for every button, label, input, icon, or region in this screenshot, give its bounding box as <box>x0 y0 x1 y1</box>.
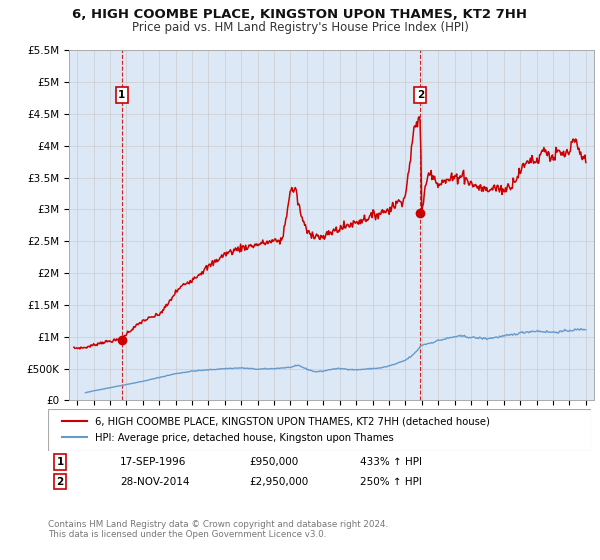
Text: 28-NOV-2014: 28-NOV-2014 <box>120 477 190 487</box>
Text: £2,950,000: £2,950,000 <box>249 477 308 487</box>
FancyBboxPatch shape <box>48 409 591 451</box>
Text: 1: 1 <box>56 457 64 467</box>
Text: 17-SEP-1996: 17-SEP-1996 <box>120 457 187 467</box>
Text: 2: 2 <box>416 90 424 100</box>
Text: Contains HM Land Registry data © Crown copyright and database right 2024.
This d: Contains HM Land Registry data © Crown c… <box>48 520 388 539</box>
Text: 1: 1 <box>118 90 125 100</box>
Text: 6, HIGH COOMBE PLACE, KINGSTON UPON THAMES, KT2 7HH: 6, HIGH COOMBE PLACE, KINGSTON UPON THAM… <box>73 8 527 21</box>
Text: Price paid vs. HM Land Registry's House Price Index (HPI): Price paid vs. HM Land Registry's House … <box>131 21 469 34</box>
Text: 433% ↑ HPI: 433% ↑ HPI <box>360 457 422 467</box>
Text: £950,000: £950,000 <box>249 457 298 467</box>
Text: 250% ↑ HPI: 250% ↑ HPI <box>360 477 422 487</box>
Legend: 6, HIGH COOMBE PLACE, KINGSTON UPON THAMES, KT2 7HH (detached house), HPI: Avera: 6, HIGH COOMBE PLACE, KINGSTON UPON THAM… <box>58 413 494 447</box>
Text: 2: 2 <box>56 477 64 487</box>
